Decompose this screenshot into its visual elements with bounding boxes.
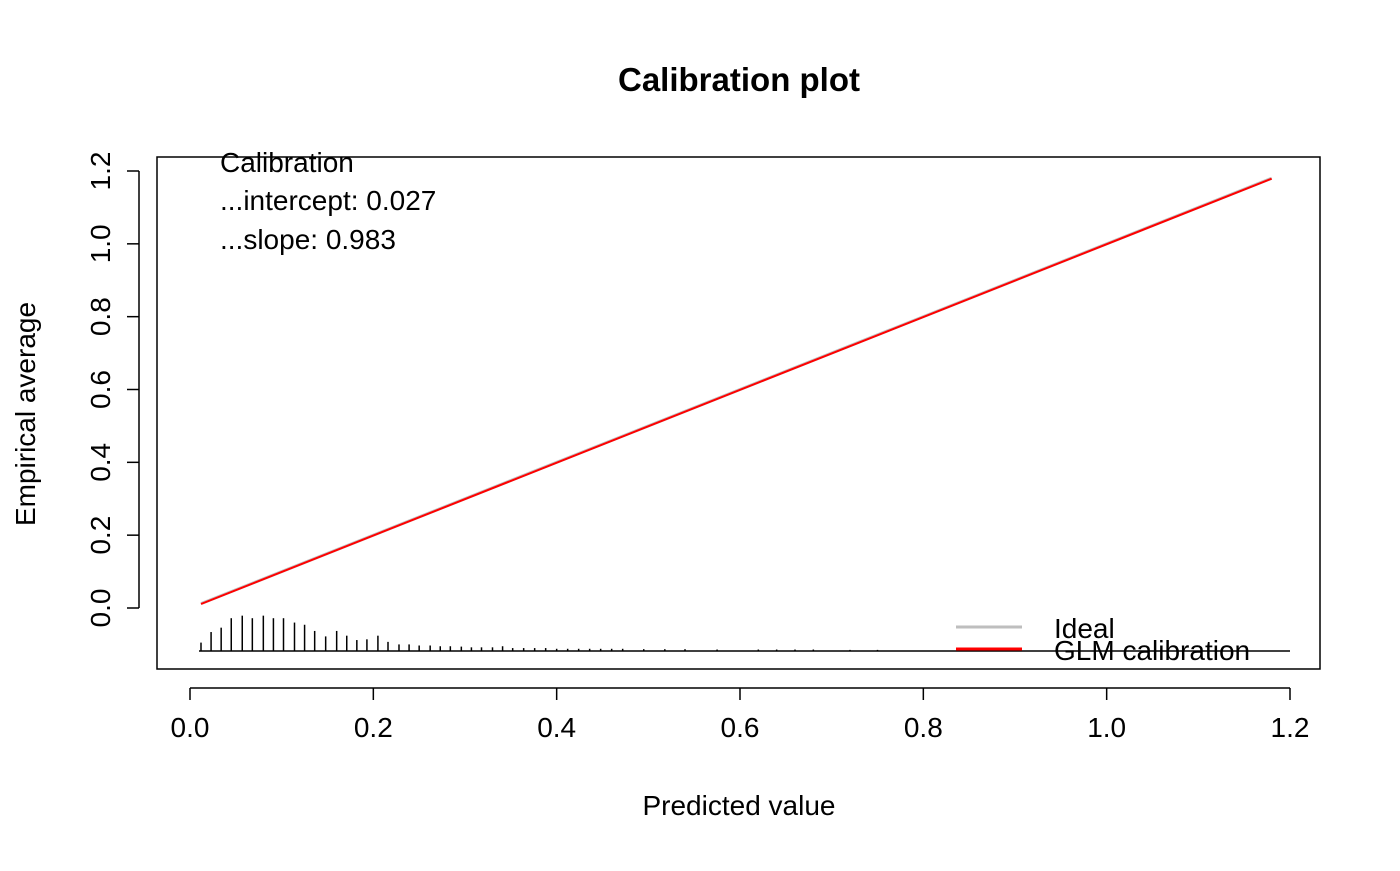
- x-axis-title: Predicted value: [642, 790, 835, 821]
- y-tick-label: 0.4: [85, 443, 116, 482]
- legend-label-ideal: Ideal: [1054, 613, 1115, 644]
- annotation-line: Calibration: [220, 147, 354, 178]
- x-tick-label: 0.4: [537, 712, 576, 743]
- legend: Ideal GLM calibration: [956, 613, 1250, 666]
- y-axis: 0.0 0.2 0.4 0.6 0.8 1.0 1.2: [85, 152, 140, 628]
- y-axis-title: Empirical average: [10, 302, 41, 526]
- y-tick-label: 0.8: [85, 297, 116, 336]
- plot-frame: [156, 156, 1321, 670]
- annotation-line: ...intercept: 0.027: [220, 185, 436, 216]
- x-tick-label: 0.0: [171, 712, 210, 743]
- legend-label-glm-calibration: GLM calibration: [1054, 635, 1250, 666]
- series-line-glm-calibration: [200, 177, 1273, 605]
- x-tick-label: 0.6: [721, 712, 760, 743]
- y-tick-label: 0.2: [85, 516, 116, 555]
- x-tick-label: 1.2: [1271, 712, 1310, 743]
- y-tick-label: 0.6: [85, 370, 116, 409]
- x-tick-label: 0.2: [354, 712, 393, 743]
- annotation-line: ...slope: 0.983: [220, 224, 396, 255]
- annotation-block: Calibration ...intercept: 0.027 ...slope…: [220, 147, 436, 255]
- chart-title: Calibration plot: [618, 61, 860, 98]
- y-tick-label: 1.0: [85, 224, 116, 263]
- y-tick-label: 0.0: [85, 589, 116, 628]
- y-tick-label: 1.2: [85, 152, 116, 191]
- prediction-histogram: [199, 615, 1290, 652]
- x-tick-label: 0.8: [904, 712, 943, 743]
- x-axis: 0.0 0.2 0.4 0.6 0.8 1.0 1.2: [171, 687, 1310, 743]
- x-tick-label: 1.0: [1087, 712, 1126, 743]
- series-layer: [200, 176, 1273, 606]
